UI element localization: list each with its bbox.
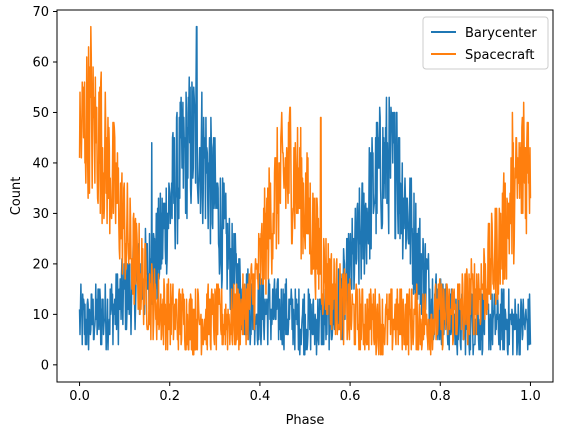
y-tick-label: 20 — [32, 257, 49, 272]
y-tick-label: 70 — [32, 5, 49, 20]
plot-frame — [56, 9, 554, 383]
y-tick-label: 40 — [32, 156, 49, 171]
y-tick-label: 60 — [32, 55, 49, 70]
x-tick-label: 0.0 — [69, 389, 90, 404]
y-tick-label: 30 — [32, 207, 49, 222]
y-tick-label: 10 — [32, 308, 49, 323]
y-axis-ticks: 0 10 20 30 40 50 60 70 — [32, 5, 57, 373]
y-tick-label: 50 — [32, 106, 49, 121]
x-tick-label: 1.0 — [520, 389, 541, 404]
legend-label-barycenter: Barycenter — [465, 26, 537, 41]
x-axis-title: Phase — [286, 413, 325, 428]
legend: Barycenter Spacecraft — [422, 16, 549, 70]
x-tick-label: 0.8 — [430, 389, 451, 404]
x-tick-label: 0.4 — [250, 389, 271, 404]
y-tick-label: 0 — [41, 358, 49, 373]
y-axis-title: Count — [9, 177, 24, 216]
x-tick-label: 0.2 — [159, 389, 180, 404]
legend-label-spacecraft: Spacecraft — [465, 48, 535, 63]
legend-box — [422, 16, 549, 70]
series-layer — [78, 25, 532, 356]
x-tick-label: 0.6 — [340, 389, 361, 404]
series-line-spacecraft — [78, 25, 532, 356]
x-axis-ticks: 0.0 0.2 0.4 0.6 0.8 1.0 — [69, 382, 541, 404]
